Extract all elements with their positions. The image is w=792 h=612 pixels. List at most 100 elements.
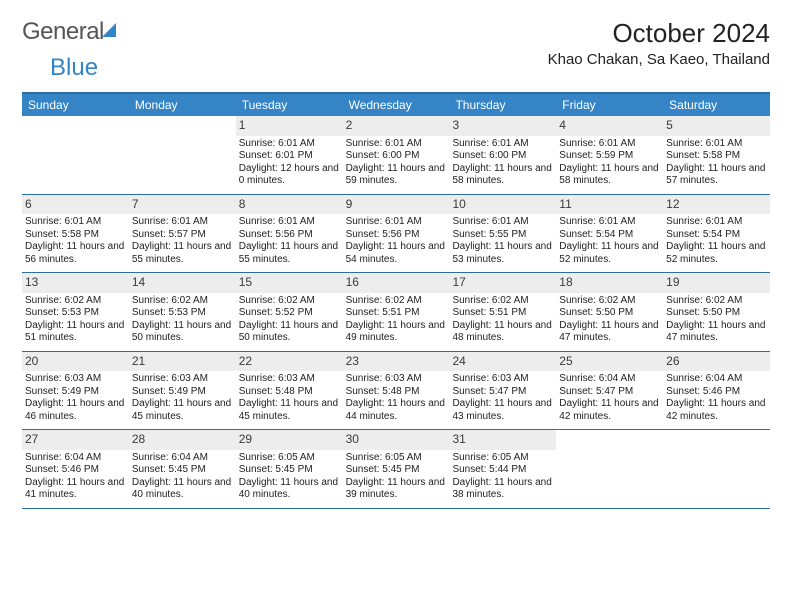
week-row: 1Sunrise: 6:01 AMSunset: 6:01 PMDaylight… [22,116,770,195]
daynum-row: 4 [556,116,663,136]
day-number: 24 [452,354,465,368]
sunrise-text: Sunrise: 6:02 AM [346,295,447,308]
daynum-row: 20 [22,352,129,372]
daylight-text: Daylight: 11 hours and 57 minutes. [666,163,767,188]
day-number: 17 [452,275,465,289]
day-cell: 21Sunrise: 6:03 AMSunset: 5:49 PMDayligh… [129,352,236,430]
daylight-text: Daylight: 11 hours and 50 minutes. [239,320,340,345]
day-header: Sunday [22,94,129,116]
sunset-text: Sunset: 5:49 PM [25,386,126,399]
daylight-text: Daylight: 11 hours and 53 minutes. [452,241,553,266]
brand-blue: Blue [50,54,98,81]
sunrise-text: Sunrise: 6:04 AM [666,373,767,386]
sunrise-text: Sunrise: 6:02 AM [666,295,767,308]
daynum-row: 13 [22,273,129,293]
sunset-text: Sunset: 5:52 PM [239,307,340,320]
day-number: 21 [132,354,145,368]
daynum-row: 3 [449,116,556,136]
sunrise-text: Sunrise: 6:02 AM [239,295,340,308]
daylight-text: Daylight: 11 hours and 55 minutes. [132,241,233,266]
daynum-row: 6 [22,195,129,215]
daynum-row: 18 [556,273,663,293]
weeks-mount: 1Sunrise: 6:01 AMSunset: 6:01 PMDaylight… [22,116,770,509]
day-header-row: Sunday Monday Tuesday Wednesday Thursday… [22,94,770,116]
sunrise-text: Sunrise: 6:01 AM [239,138,340,151]
sunset-text: Sunset: 5:51 PM [346,307,447,320]
day-cell: 1Sunrise: 6:01 AMSunset: 6:01 PMDaylight… [236,116,343,194]
daynum-row: 1 [236,116,343,136]
daynum-row: 17 [449,273,556,293]
daylight-text: Daylight: 11 hours and 52 minutes. [666,241,767,266]
brand-general: General [22,18,104,46]
sunset-text: Sunset: 5:49 PM [132,386,233,399]
sunrise-text: Sunrise: 6:01 AM [666,138,767,151]
day-cell: 4 Sunrise: 6:01 AMSunset: 5:59 PMDaylight… [556,116,663,194]
day-cell [129,116,236,194]
day-cell: 8Sunrise: 6:01 AMSunset: 5:56 PMDaylight… [236,195,343,273]
daylight-text: Daylight: 11 hours and 40 minutes. [132,477,233,502]
location-label: Khao Chakan, Sa Kaeo, Thailand [548,51,770,68]
daynum-row: 29 [236,430,343,450]
day-number: 31 [452,432,465,446]
day-number: 4 [559,118,566,132]
daylight-text: Daylight: 11 hours and 47 minutes. [666,320,767,345]
day-number: 12 [666,197,679,211]
sunset-text: Sunset: 5:46 PM [25,464,126,477]
sunrise-text: Sunrise: 6:03 AM [452,373,553,386]
sunset-text: Sunset: 6:00 PM [346,150,447,163]
daylight-text: Daylight: 11 hours and 47 minutes. [559,320,660,345]
day-header: Tuesday [236,94,343,116]
sunrise-text: Sunrise: 6:01 AM [559,138,660,151]
day-cell: 6Sunrise: 6:01 AMSunset: 5:58 PMDaylight… [22,195,129,273]
brand-triangle-icon [102,23,116,37]
sunrise-text: Sunrise: 6:04 AM [25,452,126,465]
daylight-text: Daylight: 11 hours and 55 minutes. [239,241,340,266]
day-cell: 26Sunrise: 6:04 AMSunset: 5:46 PMDayligh… [663,352,770,430]
sunrise-text: Sunrise: 6:01 AM [559,216,660,229]
day-cell: 2Sunrise: 6:01 AMSunset: 6:00 PMDaylight… [343,116,450,194]
sunset-text: Sunset: 5:50 PM [666,307,767,320]
day-cell [22,116,129,194]
day-cell: 10Sunrise: 6:01 AMSunset: 5:55 PMDayligh… [449,195,556,273]
day-header: Thursday [449,94,556,116]
daylight-text: Daylight: 11 hours and 48 minutes. [452,320,553,345]
day-cell: 29Sunrise: 6:05 AMSunset: 5:45 PMDayligh… [236,430,343,508]
daynum-row: 26 [663,352,770,372]
sunset-text: Sunset: 5:57 PM [132,229,233,242]
sunrise-text: Sunrise: 6:03 AM [132,373,233,386]
daylight-text: Daylight: 11 hours and 58 minutes. [559,163,660,188]
sunset-text: Sunset: 5:48 PM [346,386,447,399]
day-number: 16 [346,275,359,289]
sunset-text: Sunset: 5:50 PM [559,307,660,320]
daylight-text: Daylight: 11 hours and 50 minutes. [132,320,233,345]
daylight-text: Daylight: 11 hours and 45 minutes. [239,398,340,423]
day-cell: 19Sunrise: 6:02 AMSunset: 5:50 PMDayligh… [663,273,770,351]
daylight-text: Daylight: 11 hours and 40 minutes. [239,477,340,502]
daynum-row: 25 [556,352,663,372]
sunset-text: Sunset: 5:51 PM [452,307,553,320]
daynum-row: 27 [22,430,129,450]
daylight-text: Daylight: 11 hours and 52 minutes. [559,241,660,266]
day-number: 28 [132,432,145,446]
sunrise-text: Sunrise: 6:03 AM [25,373,126,386]
day-number: 20 [25,354,38,368]
daynum-row: 11 [556,195,663,215]
day-header: Friday [556,94,663,116]
sunrise-text: Sunrise: 6:01 AM [452,216,553,229]
day-cell: 20Sunrise: 6:03 AMSunset: 5:49 PMDayligh… [22,352,129,430]
daylight-text: Daylight: 11 hours and 41 minutes. [25,477,126,502]
sunset-text: Sunset: 5:53 PM [132,307,233,320]
day-cell: 14Sunrise: 6:02 AMSunset: 5:53 PMDayligh… [129,273,236,351]
day-cell: 18Sunrise: 6:02 AMSunset: 5:50 PMDayligh… [556,273,663,351]
daylight-text: Daylight: 11 hours and 59 minutes. [346,163,447,188]
sunset-text: Sunset: 5:59 PM [559,150,660,163]
day-cell: 7Sunrise: 6:01 AMSunset: 5:57 PMDaylight… [129,195,236,273]
title-block: October 2024 Khao Chakan, Sa Kaeo, Thail… [548,18,770,68]
day-cell: 15Sunrise: 6:02 AMSunset: 5:52 PMDayligh… [236,273,343,351]
daynum-row: 16 [343,273,450,293]
week-row: 13Sunrise: 6:02 AMSunset: 5:53 PMDayligh… [22,273,770,352]
day-cell: 12Sunrise: 6:01 AMSunset: 5:54 PMDayligh… [663,195,770,273]
daynum-row: 5 [663,116,770,136]
daynum-row: 23 [343,352,450,372]
day-cell [556,430,663,508]
